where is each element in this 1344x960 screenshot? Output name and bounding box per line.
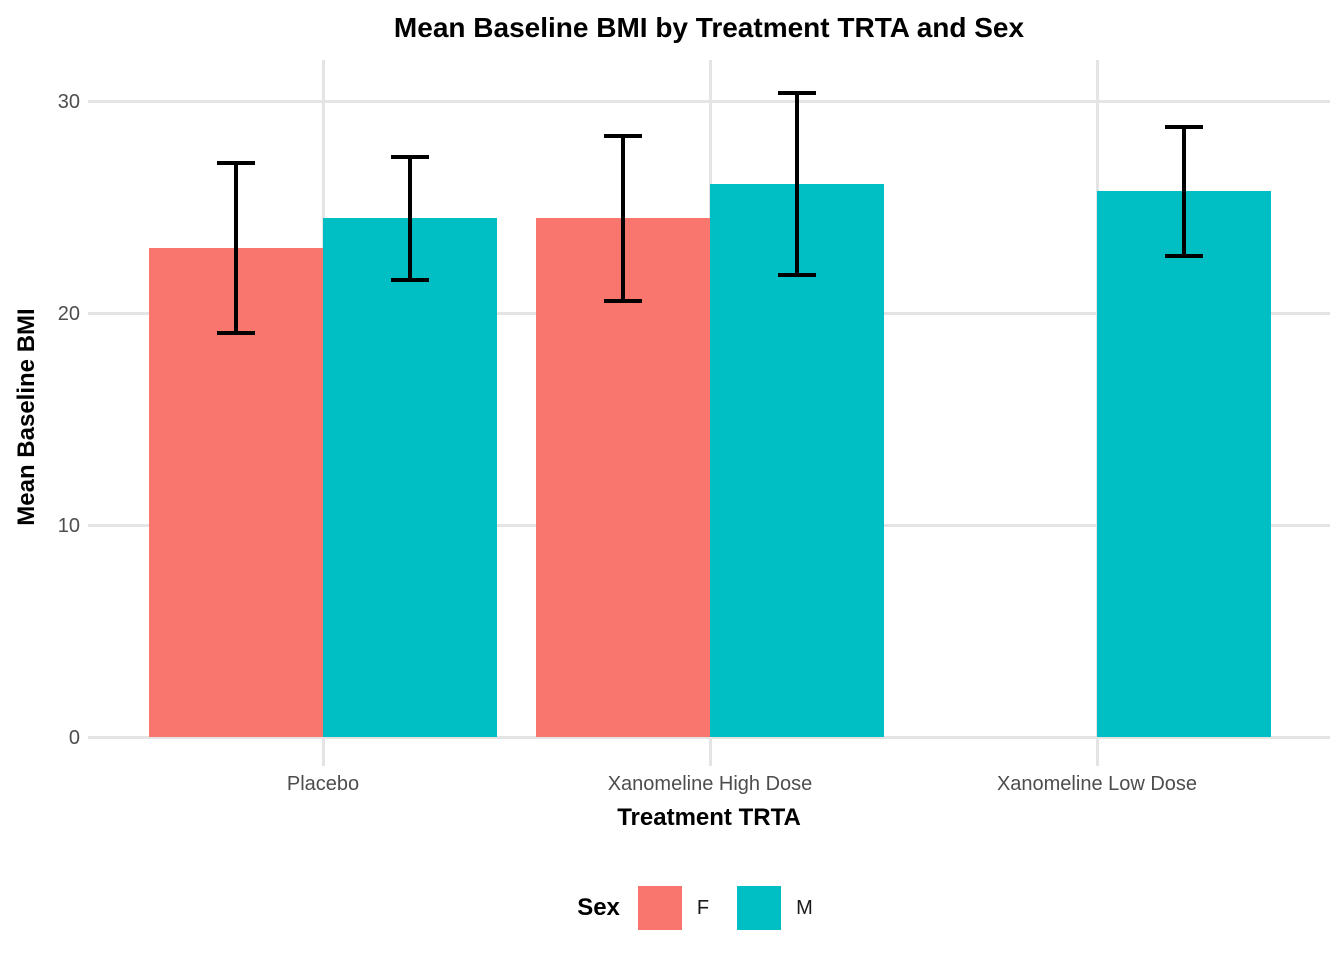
error-bar-cap bbox=[217, 330, 255, 335]
error-bar-line bbox=[621, 135, 625, 301]
x-tick-label: Xanomeline Low Dose bbox=[996, 773, 1198, 795]
error-bar-cap bbox=[1165, 125, 1203, 130]
error-bar-cap bbox=[217, 161, 255, 166]
error-bar-line bbox=[234, 163, 238, 333]
y-tick-label: 30 bbox=[57, 90, 80, 113]
bar-m-2 bbox=[1097, 190, 1271, 738]
legend-title: Sex bbox=[577, 894, 620, 921]
error-bar-cap bbox=[604, 133, 642, 138]
legend-label-f: F bbox=[696, 896, 710, 919]
error-bar-line bbox=[408, 156, 412, 280]
error-bar-line bbox=[1182, 127, 1186, 257]
error-bar-cap bbox=[391, 154, 429, 159]
y-tick-label: 0 bbox=[68, 726, 80, 749]
plot-panel bbox=[88, 60, 1330, 766]
bar-f-1 bbox=[536, 218, 710, 738]
legend-label-m: M bbox=[796, 896, 813, 919]
error-bar-line bbox=[795, 93, 799, 276]
x-tick-label: Xanomeline High Dose bbox=[607, 773, 813, 795]
chart-title: Mean Baseline BMI by Treatment TRTA and … bbox=[393, 12, 1025, 43]
y-axis-title: Mean Baseline BMI bbox=[13, 308, 40, 526]
legend-entry-f: F bbox=[637, 886, 710, 930]
error-bar-cap bbox=[1165, 254, 1203, 259]
error-bar-cap bbox=[604, 298, 642, 303]
x-tick-label: Placebo bbox=[286, 773, 360, 795]
legend-key-f bbox=[637, 886, 682, 930]
y-tick-label: 10 bbox=[57, 514, 80, 537]
error-bar-cap bbox=[391, 277, 429, 282]
legend-key-m bbox=[737, 886, 782, 930]
x-axis-title: Treatment TRTA bbox=[617, 804, 801, 831]
error-bar-cap bbox=[778, 91, 816, 96]
bar-m-0 bbox=[323, 218, 497, 738]
legend-entry-m: M bbox=[737, 886, 813, 930]
error-bar-cap bbox=[778, 273, 816, 278]
y-tick-label: 20 bbox=[57, 302, 80, 325]
